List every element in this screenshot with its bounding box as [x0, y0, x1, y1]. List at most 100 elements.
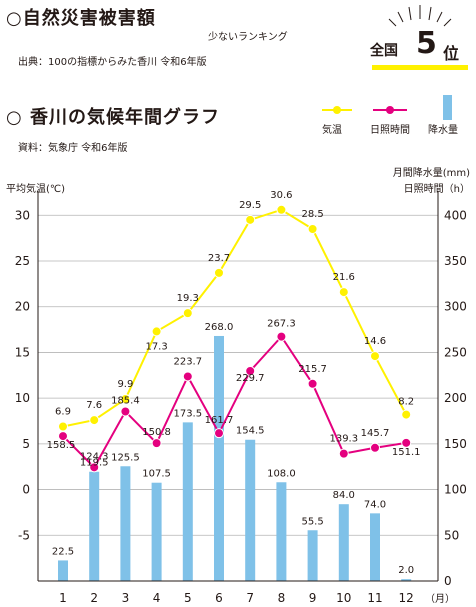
sunshine-value-label: 229.7 [236, 373, 265, 384]
temperature-point [338, 287, 349, 298]
right-tick-label: 0 [444, 574, 452, 588]
sunshine-point [245, 365, 256, 376]
right-axis-label-sunshine: 日照時間（h） [403, 184, 470, 195]
precipitation-value-label: 22.5 [52, 546, 74, 557]
right-tick-label: 350 [444, 254, 467, 268]
precipitation-value-label: 268.0 [205, 322, 234, 333]
sunshine-value-label: 161.7 [205, 415, 234, 426]
sunshine-point [214, 428, 224, 439]
sunshine-point [151, 438, 162, 449]
chart-source-note: 資料：気象庁 令和6年版 [18, 143, 128, 154]
temperature-point [58, 421, 68, 432]
x-tick-label: 8 [278, 591, 286, 605]
sunshine-value-label: 150.8 [142, 427, 171, 438]
left-tick-label: 0 [22, 483, 30, 497]
rank-label: 全国 [370, 43, 398, 59]
temperature-value-label: 23.7 [208, 253, 230, 264]
temperature-value-label: 17.3 [145, 341, 167, 352]
left-tick-label: 25 [15, 254, 30, 268]
sunshine-point [182, 371, 193, 382]
sunshine-point [276, 331, 287, 342]
temperature-value-label: 19.3 [177, 293, 199, 304]
precipitation-value-label: 84.0 [333, 490, 355, 501]
sunshine-value-label: 267.3 [267, 319, 296, 330]
temperature-value-label: 30.6 [270, 190, 292, 201]
temperature-value-label: 21.6 [333, 272, 355, 283]
precipitation-value-label: 108.0 [267, 468, 296, 479]
x-tick-label: 2 [90, 591, 98, 605]
right-tick-label: 200 [444, 391, 467, 405]
temperature-point [151, 326, 162, 337]
temperature-value-label: 29.5 [239, 200, 261, 211]
precipitation-bar [338, 504, 349, 581]
temperature-value-label: 8.2 [398, 397, 414, 408]
sunshine-value-label: 151.1 [392, 447, 421, 458]
precipitation-value-label: 2.0 [398, 565, 414, 576]
sunshine-point [307, 378, 318, 389]
sunshine-point [120, 406, 131, 417]
precipitation-bar [151, 482, 162, 581]
temperature-point [214, 267, 224, 278]
temperature-point [182, 308, 193, 319]
sunshine-value-label: 185.4 [111, 395, 140, 406]
precipitation-bar [89, 471, 100, 581]
temperature-value-label: 9.9 [117, 379, 133, 390]
sunshine-value-label: 215.7 [298, 364, 327, 375]
temperature-value-label: 28.5 [301, 209, 323, 220]
legend-sunshine-label: 日照時間 [370, 125, 410, 136]
precipitation-bar [370, 513, 380, 581]
right-tick-label: 250 [444, 345, 467, 359]
legend-temperature-label: 気温 [322, 125, 342, 136]
source-note: 出典：100の指標からみた香川 令和6年版 [18, 57, 207, 68]
temperature-point [307, 224, 318, 234]
sunshine-value-label: 145.7 [361, 428, 390, 439]
x-tick-label: 3 [122, 591, 130, 605]
page-subtitle: 少ないランキング [208, 32, 288, 43]
sunshine-line [62, 334, 407, 469]
precipitation-bar [58, 560, 68, 581]
x-tick-label: 10 [336, 591, 351, 605]
precipitation-bar [182, 422, 193, 581]
precipitation-value-label: 173.5 [173, 408, 202, 419]
x-tick-label: 5 [184, 591, 192, 605]
temperature-point [276, 204, 287, 215]
x-tick-label: 4 [153, 591, 161, 605]
left-tick-label: 30 [15, 208, 30, 222]
temperature-value-label: 6.9 [55, 406, 71, 417]
right-tick-label: 100 [444, 483, 467, 497]
sunshine-point [401, 437, 412, 448]
precipitation-value-label: 55.5 [301, 516, 323, 527]
rank-suffix: 位 [443, 44, 460, 63]
temperature-point [401, 409, 412, 420]
page-title: ○自然災害被害額 [6, 8, 156, 29]
precipitation-bar [307, 530, 318, 581]
sunshine-point [338, 448, 349, 459]
precipitation-bar [276, 482, 287, 581]
precipitation-bar [120, 466, 131, 581]
rank-value: 5 [416, 26, 437, 61]
rank-highlight-bar [372, 65, 468, 70]
x-tick-label: 11 [367, 591, 382, 605]
sunshine-value-label: 158.5 [47, 440, 76, 451]
sunshine-value-label: 124.3 [80, 451, 109, 462]
temperature-value-label: 14.6 [364, 336, 386, 347]
x-tick-label: 9 [309, 591, 317, 605]
left-tick-label: 20 [15, 300, 30, 314]
precipitation-bar [214, 335, 224, 581]
left-tick-label: 15 [15, 345, 30, 359]
sunshine-point [89, 462, 100, 473]
temperature-point [89, 415, 100, 426]
sunshine-value-label: 223.7 [173, 356, 202, 367]
precipitation-value-label: 107.5 [142, 469, 171, 480]
x-tick-label: 7 [246, 591, 254, 605]
temperature-line [62, 208, 408, 428]
temperature-point [370, 351, 380, 362]
right-tick-label: 400 [444, 208, 467, 222]
chart-section-title: ○ 香川の気候年間グラフ [6, 107, 220, 128]
temperature-point [120, 394, 131, 405]
right-tick-label: 50 [444, 528, 459, 542]
precipitation-bar [245, 439, 256, 581]
right-tick-label: 300 [444, 300, 467, 314]
temperature-value-label: 7.6 [86, 400, 102, 411]
